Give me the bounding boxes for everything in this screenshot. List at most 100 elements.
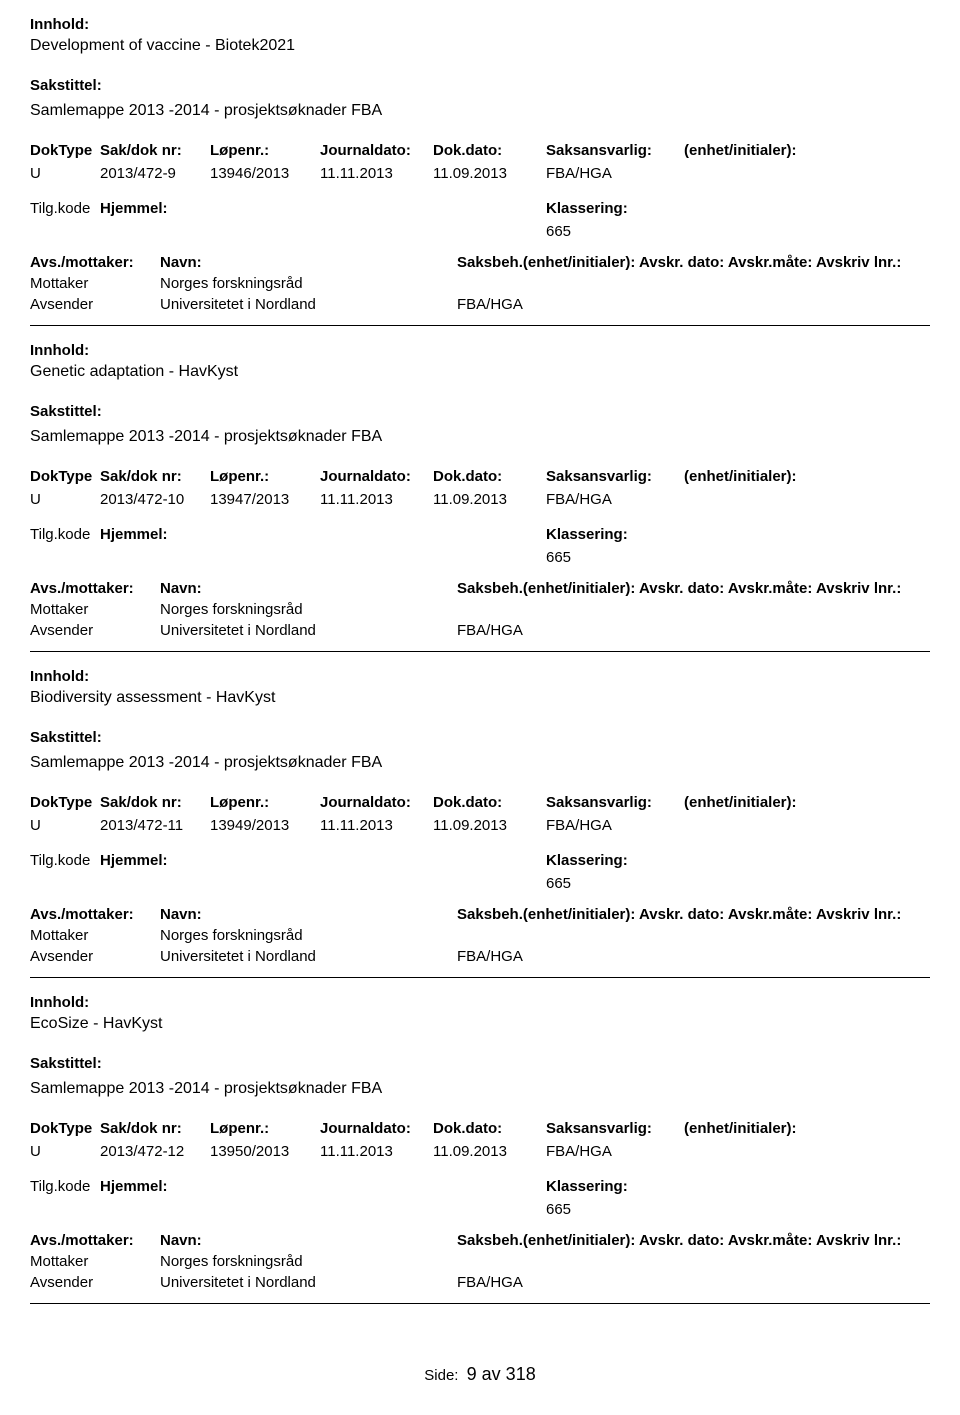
hdr-saksansvarlig: Saksansvarlig: xyxy=(546,142,684,159)
val-journaldato: 11.11.2013 xyxy=(320,1143,433,1160)
innhold-text: EcoSize - HavKyst xyxy=(30,1015,930,1033)
party-name: Norges forskningsråd xyxy=(160,275,457,292)
val-journaldato: 11.11.2013 xyxy=(320,165,433,182)
hdr-dokdato: Dok.dato: xyxy=(433,794,546,811)
party-name: Universitetet i Nordland xyxy=(160,948,457,965)
party-row: Avsender Universitetet i Nordland FBA/HG… xyxy=(30,1274,930,1291)
hdr-enhet: (enhet/initialer): xyxy=(684,142,834,159)
hdr-journaldato: Journaldato: xyxy=(320,794,433,811)
val-sakdok: 2013/472-12 xyxy=(100,1143,210,1160)
party-row: Mottaker Norges forskningsråd xyxy=(30,927,930,944)
hdr-dokdato: Dok.dato: xyxy=(433,142,546,159)
record-separator xyxy=(30,1303,930,1304)
party-header-row: Avs./mottaker: Navn: Saksbeh.(enhet/init… xyxy=(30,254,930,271)
klass-value-row: 665 xyxy=(30,549,930,566)
data-value-row: U 2013/472-12 13950/2013 11.11.2013 11.0… xyxy=(30,1143,930,1160)
party-role: Mottaker xyxy=(30,601,160,618)
val-saksansvarlig: FBA/HGA xyxy=(546,491,684,508)
party-row: Mottaker Norges forskningsråd xyxy=(30,275,930,292)
val-saksansvarlig: FBA/HGA xyxy=(546,817,684,834)
saksbeh-label: Saksbeh.(enhet/initialer): Avskr. dato: … xyxy=(457,906,901,923)
navn-label: Navn: xyxy=(160,580,457,597)
party-header-row: Avs./mottaker: Navn: Saksbeh.(enhet/init… xyxy=(30,906,930,923)
klassering-value: 665 xyxy=(546,875,571,892)
klass-header-row: Tilg.kode Hjemmel: Klassering: xyxy=(30,1178,930,1195)
party-name: Norges forskningsråd xyxy=(160,601,457,618)
party-name: Universitetet i Nordland xyxy=(160,622,457,639)
val-lopenr: 13947/2013 xyxy=(210,491,320,508)
val-dokdato: 11.09.2013 xyxy=(433,817,546,834)
innhold-label: Innhold: xyxy=(30,994,930,1011)
party-code: FBA/HGA xyxy=(457,296,523,313)
footer-page: 9 av 318 xyxy=(467,1364,536,1384)
sakstittel-text: Samlemappe 2013 -2014 - prosjektsøknader… xyxy=(30,102,930,120)
hdr-doktype: DokType xyxy=(30,794,100,811)
klassering-value: 665 xyxy=(546,549,571,566)
avs-mottaker-label: Avs./mottaker: xyxy=(30,580,160,597)
data-header-row: DokType Sak/dok nr: Løpenr.: Journaldato… xyxy=(30,794,930,811)
sakstittel-label: Sakstittel: xyxy=(30,403,930,420)
innhold-label: Innhold: xyxy=(30,16,930,33)
hdr-enhet: (enhet/initialer): xyxy=(684,794,834,811)
party-name: Universitetet i Nordland xyxy=(160,296,457,313)
party-name: Norges forskningsråd xyxy=(160,927,457,944)
klass-value-row: 665 xyxy=(30,875,930,892)
journal-record: Innhold: EcoSize - HavKyst Sakstittel: S… xyxy=(30,994,930,1304)
party-row: Avsender Universitetet i Nordland FBA/HG… xyxy=(30,296,930,313)
footer-label: Side: xyxy=(424,1367,458,1384)
val-lopenr: 13950/2013 xyxy=(210,1143,320,1160)
klass-header-row: Tilg.kode Hjemmel: Klassering: xyxy=(30,852,930,869)
journal-record: Innhold: Biodiversity assessment - HavKy… xyxy=(30,668,930,978)
page-footer: Side: 9 av 318 xyxy=(30,1364,930,1385)
party-role: Mottaker xyxy=(30,275,160,292)
val-doktype: U xyxy=(30,1143,100,1160)
klassering-value: 665 xyxy=(546,1201,571,1218)
innhold-label: Innhold: xyxy=(30,342,930,359)
hdr-dokdato: Dok.dato: xyxy=(433,468,546,485)
val-enhet xyxy=(684,165,834,182)
val-doktype: U xyxy=(30,491,100,508)
hdr-saksansvarlig: Saksansvarlig: xyxy=(546,1120,684,1137)
hdr-doktype: DokType xyxy=(30,1120,100,1137)
party-row: Avsender Universitetet i Nordland FBA/HG… xyxy=(30,948,930,965)
val-enhet xyxy=(684,1143,834,1160)
val-sakdok: 2013/472-9 xyxy=(100,165,210,182)
val-journaldato: 11.11.2013 xyxy=(320,491,433,508)
hdr-sakdok: Sak/dok nr: xyxy=(100,794,210,811)
navn-label: Navn: xyxy=(160,906,457,923)
val-enhet xyxy=(684,817,834,834)
hdr-journaldato: Journaldato: xyxy=(320,1120,433,1137)
hdr-sakdok: Sak/dok nr: xyxy=(100,468,210,485)
sakstittel-text: Samlemappe 2013 -2014 - prosjektsøknader… xyxy=(30,754,930,772)
val-saksansvarlig: FBA/HGA xyxy=(546,165,684,182)
innhold-label: Innhold: xyxy=(30,668,930,685)
saksbeh-label: Saksbeh.(enhet/initialer): Avskr. dato: … xyxy=(457,580,901,597)
hdr-saksansvarlig: Saksansvarlig: xyxy=(546,468,684,485)
hdr-sakdok: Sak/dok nr: xyxy=(100,142,210,159)
data-value-row: U 2013/472-10 13947/2013 11.11.2013 11.0… xyxy=(30,491,930,508)
hjemmel-label: Hjemmel: xyxy=(100,200,546,217)
val-lopenr: 13949/2013 xyxy=(210,817,320,834)
hdr-journaldato: Journaldato: xyxy=(320,142,433,159)
klass-header-row: Tilg.kode Hjemmel: Klassering: xyxy=(30,200,930,217)
party-row: Mottaker Norges forskningsråd xyxy=(30,601,930,618)
party-name: Universitetet i Nordland xyxy=(160,1274,457,1291)
party-role: Mottaker xyxy=(30,927,160,944)
hdr-doktype: DokType xyxy=(30,468,100,485)
party-row: Mottaker Norges forskningsråd xyxy=(30,1253,930,1270)
avs-mottaker-label: Avs./mottaker: xyxy=(30,1232,160,1249)
val-enhet xyxy=(684,491,834,508)
hdr-enhet: (enhet/initialer): xyxy=(684,468,834,485)
val-lopenr: 13946/2013 xyxy=(210,165,320,182)
data-header-row: DokType Sak/dok nr: Løpenr.: Journaldato… xyxy=(30,142,930,159)
party-code: FBA/HGA xyxy=(457,622,523,639)
sakstittel-label: Sakstittel: xyxy=(30,77,930,94)
klassering-label: Klassering: xyxy=(546,852,628,869)
sakstittel-text: Samlemappe 2013 -2014 - prosjektsøknader… xyxy=(30,428,930,446)
record-separator xyxy=(30,651,930,652)
klassering-label: Klassering: xyxy=(546,1178,628,1195)
val-sakdok: 2013/472-10 xyxy=(100,491,210,508)
innhold-text: Development of vaccine - Biotek2021 xyxy=(30,37,930,55)
klass-value-row: 665 xyxy=(30,223,930,240)
data-header-row: DokType Sak/dok nr: Løpenr.: Journaldato… xyxy=(30,468,930,485)
